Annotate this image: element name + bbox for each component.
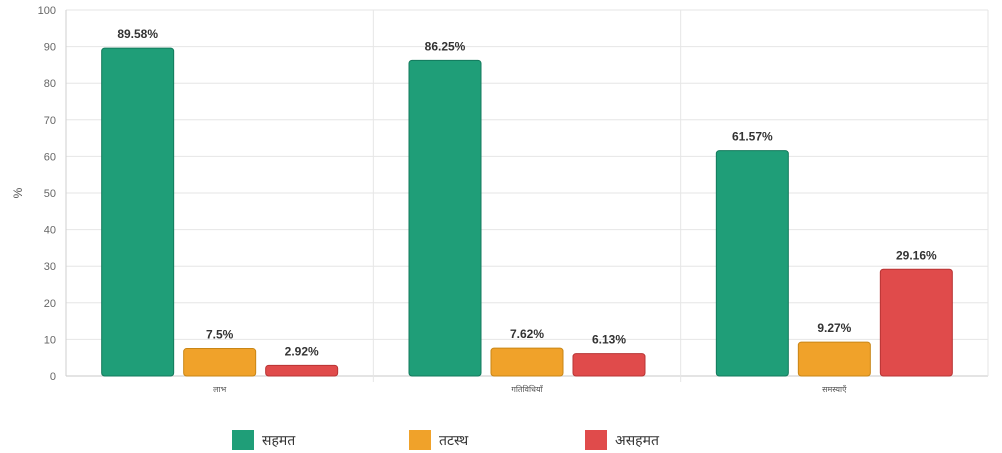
legend-label: असहमत — [615, 433, 660, 449]
y-tick-label: 80 — [44, 78, 56, 90]
data-label: 86.25% — [425, 39, 466, 53]
y-tick-label: 30 — [44, 261, 56, 273]
y-tick-label: 40 — [44, 225, 56, 237]
y-tick-label: 10 — [44, 334, 56, 346]
y-tick-label: 20 — [44, 298, 56, 310]
y-axis-label: % — [11, 187, 25, 198]
x-tick-label: गतिविधियाँ — [511, 384, 543, 394]
y-tick-label: 70 — [44, 115, 56, 127]
bar-neutral — [183, 348, 257, 377]
data-label: 61.57% — [732, 130, 773, 144]
grid — [66, 9, 989, 382]
legend-label: सहमत — [262, 433, 296, 449]
bar-agree — [715, 150, 789, 377]
x-tick-label: समस्याएँ — [822, 384, 847, 394]
data-label: 6.13% — [592, 333, 626, 347]
x-tick-label: लाभ — [213, 385, 226, 394]
data-label: 29.16% — [896, 248, 937, 262]
bar-disagree — [572, 353, 646, 377]
bars — [101, 47, 953, 377]
bar-disagree — [265, 364, 339, 377]
bar-disagree — [879, 268, 953, 377]
data-label: 89.58% — [117, 27, 158, 41]
legend-swatch — [409, 430, 431, 450]
y-tick-label: 90 — [44, 42, 56, 54]
y-tick-label: 0 — [50, 371, 56, 383]
data-label: 7.62% — [510, 327, 544, 341]
legend-label: तटस्थ — [439, 433, 469, 449]
y-axis: 0 10 20 30 40 50 60 70 80 90 100 — [38, 5, 67, 383]
legend-swatch — [585, 430, 607, 450]
bar-neutral — [797, 341, 871, 377]
y-tick-label: 60 — [44, 151, 56, 163]
bar-agree — [408, 59, 482, 377]
bar-agree — [101, 47, 175, 377]
y-tick-label: 50 — [44, 188, 56, 200]
legend: सहमत तटस्थ असहमत — [232, 430, 660, 450]
data-label: 9.27% — [817, 321, 851, 335]
data-label: 2.92% — [285, 344, 319, 358]
bar-neutral — [490, 347, 564, 377]
data-label: 7.5% — [206, 328, 234, 342]
y-tick-label: 100 — [38, 5, 56, 17]
x-axis: लाभ गतिविधियाँ समस्याएँ — [213, 384, 847, 394]
data-labels: 89.58% 7.5% 2.92% 86.25% 7.62% 6.13% 61.57% 9.2… — [117, 27, 937, 358]
legend-swatch — [232, 430, 254, 450]
